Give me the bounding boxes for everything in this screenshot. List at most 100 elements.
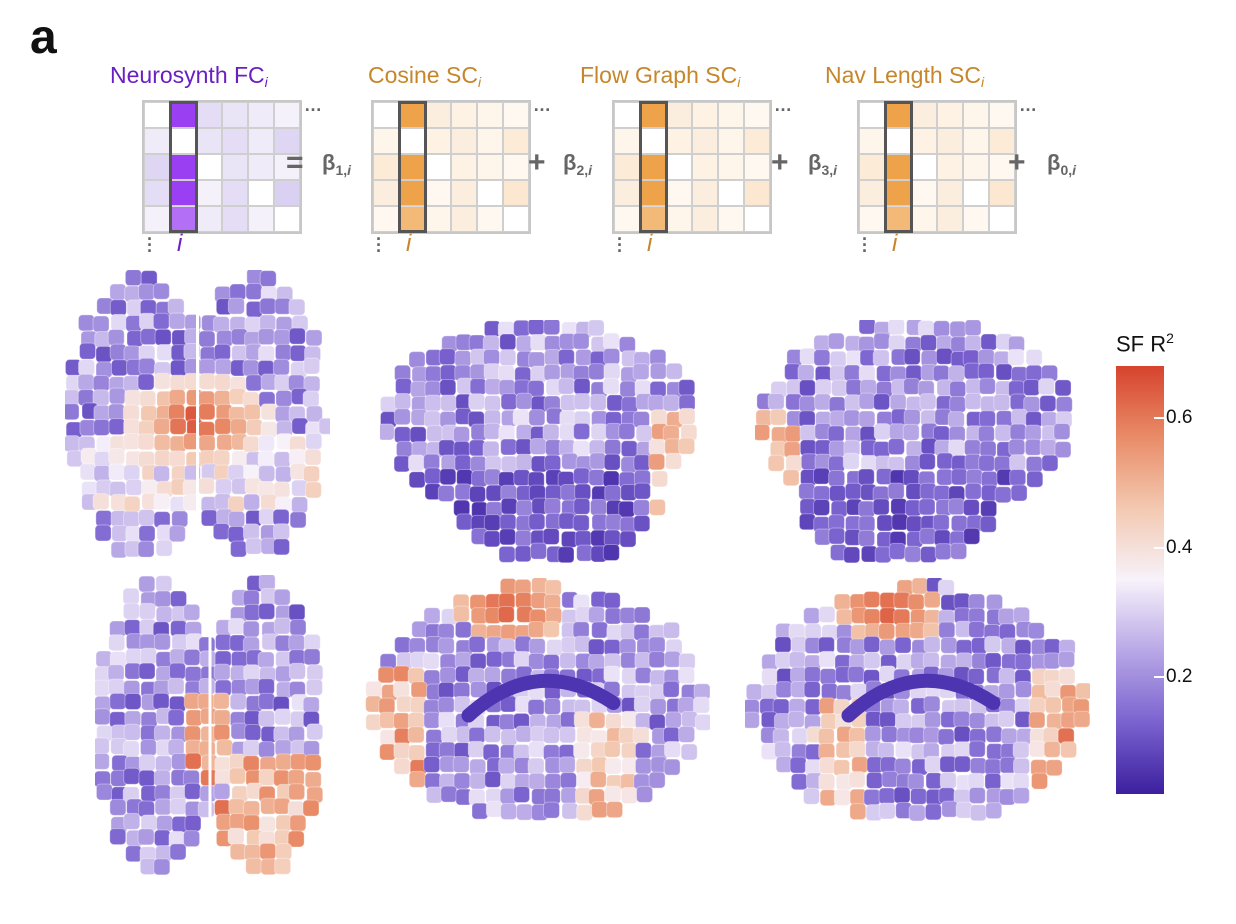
brain-parcel <box>634 624 650 640</box>
brain-parcel <box>543 528 559 544</box>
brain-parcel <box>124 768 140 784</box>
brain-parcel <box>1014 607 1030 623</box>
brain-parcel <box>969 713 985 729</box>
brain-parcel <box>455 484 471 500</box>
brain-parcel <box>486 485 502 501</box>
brain-parcel <box>528 320 544 335</box>
brain-parcel <box>289 604 305 620</box>
brain-parcel <box>1016 681 1032 697</box>
brain-parcel <box>804 608 820 624</box>
brain-parcel <box>985 773 1001 789</box>
brain-parcel <box>244 801 260 817</box>
brain-parcel <box>275 740 291 756</box>
brain-parcel <box>577 545 593 561</box>
brain-parcel <box>895 758 911 774</box>
brain-parcel <box>109 679 125 695</box>
brain-parcel <box>306 330 322 346</box>
colorbar-title-text: SF R <box>1116 331 1166 356</box>
brain-parcel <box>258 679 274 695</box>
brain-parcel <box>486 801 502 817</box>
brain-parcel <box>455 351 471 367</box>
matrix-cell <box>744 102 770 128</box>
brain-parcel <box>216 634 232 650</box>
brain-parcel <box>199 404 215 420</box>
brain-parcel <box>999 608 1015 624</box>
brain-parcel <box>139 358 155 374</box>
brain-parcel <box>501 394 517 410</box>
brain-parcel <box>276 844 292 860</box>
brain-parcel <box>157 815 173 831</box>
brain-parcel <box>289 449 305 465</box>
brain-parcel <box>783 470 799 486</box>
brain-parcel <box>633 727 649 743</box>
brain-parcel <box>941 637 957 653</box>
brain-parcel <box>681 744 697 760</box>
brain-parcel <box>979 455 995 471</box>
matrix-cell <box>477 154 503 180</box>
brain-parcel <box>819 651 835 667</box>
brain-parcel <box>606 514 622 530</box>
brain-parcel <box>663 395 679 411</box>
brain-view-dorsal <box>65 270 330 560</box>
brain-parcel <box>516 336 532 352</box>
brain-parcel <box>905 546 921 562</box>
brain-parcel <box>603 333 619 349</box>
matrix-cell <box>196 180 222 206</box>
matrix-cell <box>503 154 529 180</box>
matrix-title-text: Neurosynth FC <box>110 62 265 88</box>
brain-parcel <box>1015 654 1031 670</box>
beta-subscript-index: 2, <box>576 162 588 178</box>
brain-parcel <box>67 451 83 467</box>
brain-parcel <box>834 760 850 776</box>
brain-parcel <box>259 603 275 619</box>
matrix-cell <box>989 102 1015 128</box>
brain-parcel <box>185 815 201 831</box>
brain-parcel <box>829 441 845 457</box>
brain-parcel <box>438 697 454 713</box>
brain-parcel <box>109 388 125 404</box>
brain-parcel <box>605 440 621 456</box>
brain-parcel <box>140 740 156 756</box>
brain-parcel <box>470 379 486 395</box>
brain-parcel <box>199 373 215 389</box>
brain-parcel <box>94 405 110 421</box>
brain-parcel <box>607 395 623 411</box>
brain-parcel <box>469 636 485 652</box>
column-index-label: i <box>647 232 652 256</box>
matrix-cell <box>963 128 989 154</box>
brain-parcel <box>485 726 501 742</box>
brain-parcel <box>168 299 184 315</box>
brain-parcel <box>199 331 215 347</box>
plus-sign: + <box>1008 148 1026 178</box>
brain-parcel <box>849 742 865 758</box>
brain-parcel <box>636 426 652 442</box>
brain-parcel <box>874 424 890 440</box>
brain-parcel <box>1040 440 1056 456</box>
brain-parcel <box>995 425 1011 441</box>
brain-parcel <box>529 773 545 789</box>
brain-parcel <box>879 623 895 639</box>
brain-parcel <box>745 712 759 728</box>
brain-parcel <box>559 513 575 529</box>
beta-subscript-i: i <box>347 162 351 178</box>
brain-parcel <box>942 801 958 817</box>
brain-parcel <box>921 335 937 351</box>
brain-parcel <box>483 441 499 457</box>
brain-parcel <box>470 486 486 502</box>
brain-parcel <box>994 394 1010 410</box>
brain-parcel <box>965 320 981 336</box>
brain-parcel <box>138 374 154 390</box>
brain-parcel <box>604 741 620 757</box>
matrix-cell <box>425 102 451 128</box>
brain-parcel <box>1061 742 1077 758</box>
brain-parcel <box>275 344 291 360</box>
brain-parcel <box>829 470 845 486</box>
brain-parcel <box>108 329 124 345</box>
brain-parcel <box>592 622 608 638</box>
colorbar-tick-label: 0.4 <box>1166 538 1192 557</box>
brain-parcel <box>635 667 651 683</box>
brain-parcel <box>138 541 154 557</box>
brain-parcel <box>141 329 157 345</box>
brain-parcel <box>880 757 896 773</box>
brain-parcel <box>621 652 637 668</box>
